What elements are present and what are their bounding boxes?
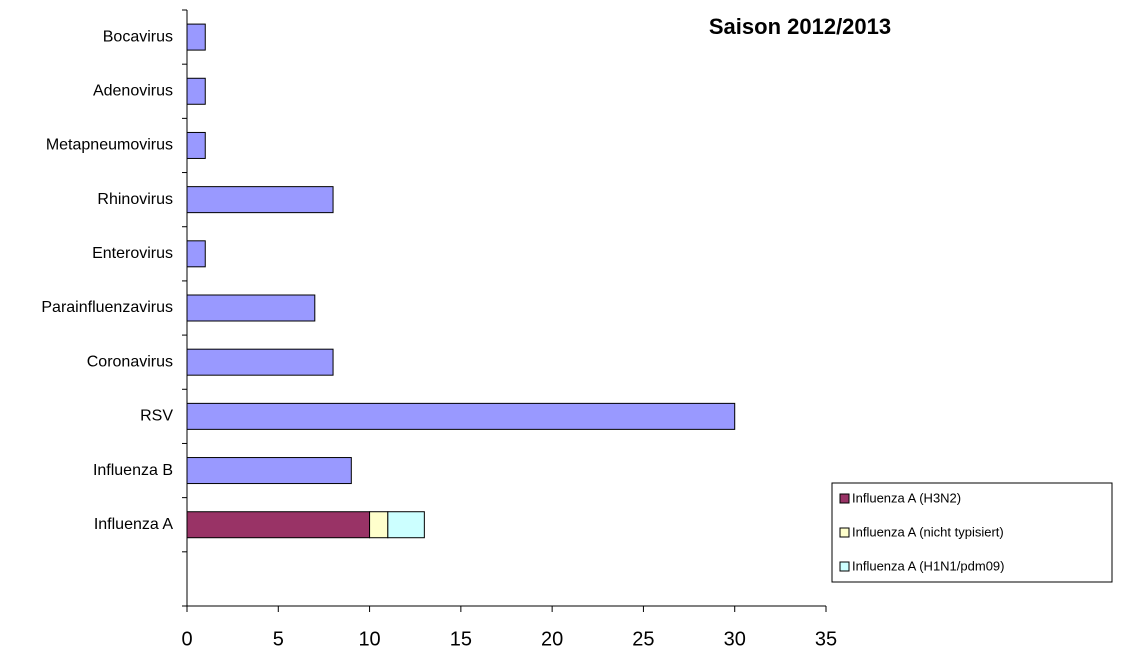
bar xyxy=(186,77,206,105)
x-tick-label: 5 xyxy=(273,628,284,650)
legend-swatch xyxy=(839,561,850,572)
bar xyxy=(186,294,316,322)
chart-title: Saison 2012/2013 xyxy=(709,14,891,39)
y-tick-label: Rhinovirus xyxy=(97,191,173,208)
legend-label: Influenza A (nicht typisiert) xyxy=(852,524,1004,539)
bar xyxy=(186,131,206,159)
bar xyxy=(369,511,389,539)
x-tick-label: 0 xyxy=(181,628,192,650)
bar xyxy=(186,511,371,539)
y-tick-label: RSV xyxy=(140,408,173,425)
x-tick-label: 15 xyxy=(450,628,472,650)
legend-box xyxy=(831,482,1113,583)
y-tick-label: Bocavirus xyxy=(103,28,173,45)
x-tick-label: 35 xyxy=(815,628,837,650)
legend-label: Influenza A (H1N1/pdm09) xyxy=(852,558,1004,573)
bar xyxy=(387,511,425,539)
x-tick-label: 10 xyxy=(358,628,380,650)
bar xyxy=(186,402,736,430)
x-tick-label: 30 xyxy=(724,628,746,650)
y-tick-label: Influenza B xyxy=(93,462,173,479)
legend-swatch xyxy=(839,493,850,504)
bar xyxy=(186,457,352,485)
legend-label: Influenza A (H3N2) xyxy=(852,490,961,505)
y-tick-label: Parainfluenzavirus xyxy=(41,299,173,316)
y-tick-label: Coronavirus xyxy=(87,353,173,370)
bar xyxy=(186,348,334,376)
bar xyxy=(186,23,206,51)
bar xyxy=(186,186,334,214)
y-tick-label: Metapneumovirus xyxy=(46,137,173,154)
x-tick-label: 20 xyxy=(541,628,563,650)
y-tick-label: Enterovirus xyxy=(92,245,173,262)
y-tick-label: Adenovirus xyxy=(93,82,173,99)
bar xyxy=(186,240,206,268)
y-tick-label: Influenza A xyxy=(94,516,174,533)
legend-swatch xyxy=(839,527,850,538)
x-tick-label: 25 xyxy=(632,628,654,650)
